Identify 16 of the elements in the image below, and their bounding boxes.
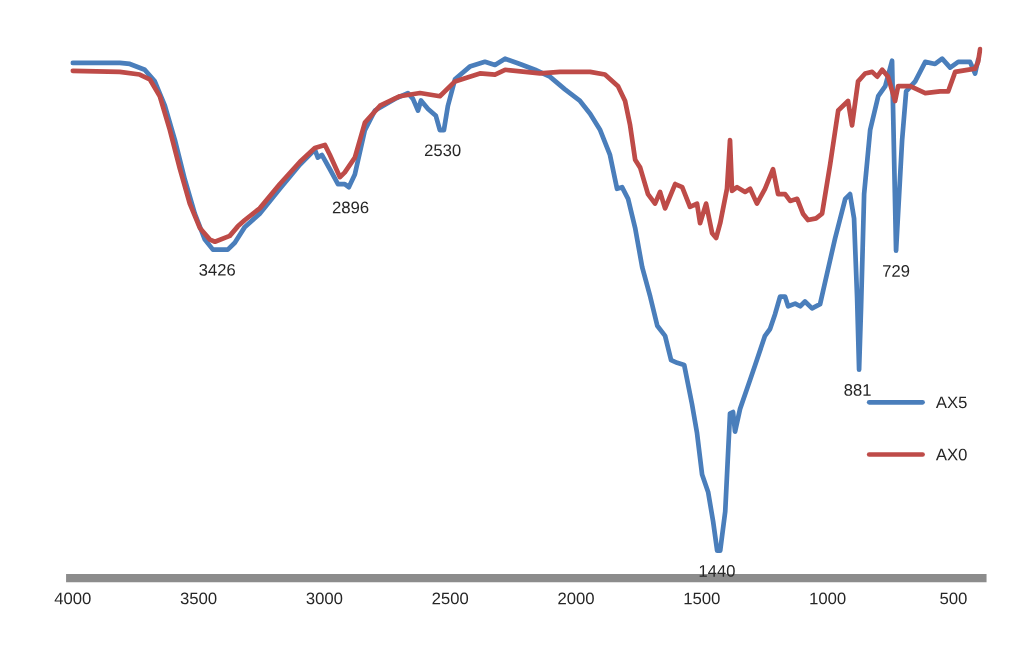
- x-tick-label: 3000: [306, 592, 343, 605]
- annotation: 2896: [332, 201, 369, 214]
- x-tick-label: 500: [940, 592, 967, 605]
- x-tick-label: 2000: [558, 592, 594, 605]
- x-tick-label: 2500: [432, 592, 469, 605]
- x-tick-label: 3500: [180, 592, 217, 605]
- annotation: 729: [883, 265, 910, 277]
- x-tick-label: 1500: [684, 592, 720, 605]
- annotation: 3426: [199, 263, 235, 276]
- legend-label: AX5: [935, 396, 967, 409]
- x-tick-label: 1000: [810, 592, 846, 605]
- x-tick-label: 4000: [54, 592, 91, 605]
- legend-label: AX0: [935, 448, 967, 461]
- annotation: 881: [844, 384, 871, 396]
- annotation: 2530: [424, 144, 461, 157]
- annotation: 1440: [699, 564, 735, 577]
